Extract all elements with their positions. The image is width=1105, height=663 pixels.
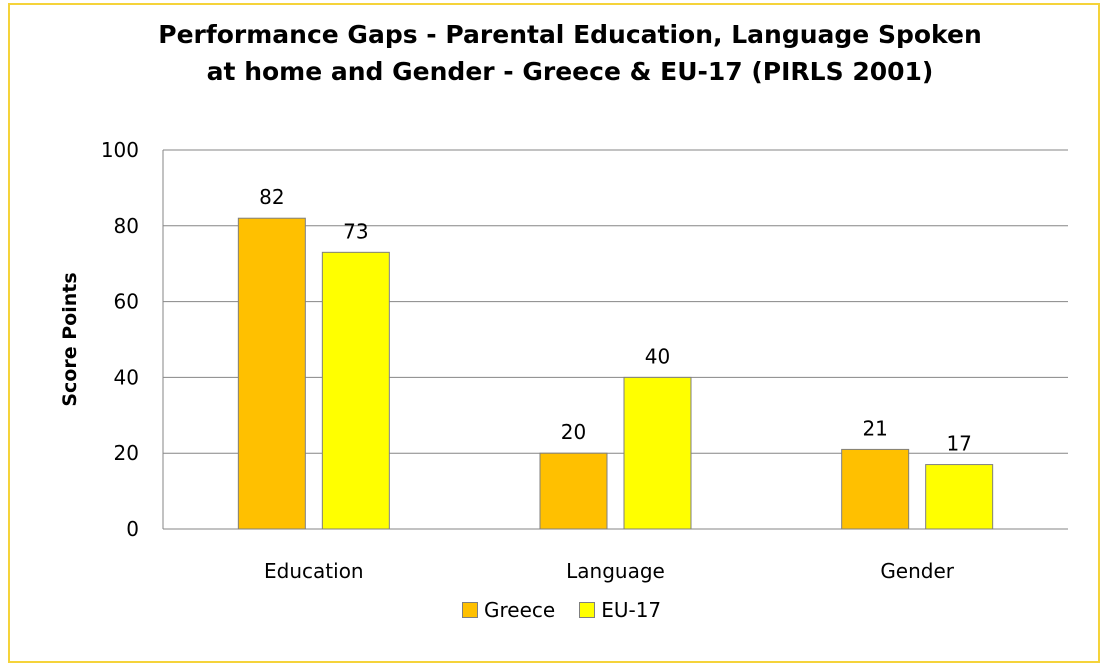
bar-greece-gender	[841, 448, 910, 530]
legend-label-eu17: EU-17	[601, 598, 662, 622]
x-tick-label: Gender	[880, 559, 954, 583]
chart-frame	[8, 3, 1100, 663]
y-tick-label: 80	[114, 214, 139, 238]
legend-swatch-eu17	[579, 602, 596, 618]
data-label: 21	[862, 416, 887, 440]
chart-legend: Greece EU-17	[462, 598, 685, 622]
y-tick-label: 20	[114, 441, 139, 465]
legend-item-eu17: EU-17	[579, 598, 661, 622]
data-label: 17	[946, 432, 971, 456]
y-axis-title: Score Points	[59, 272, 81, 406]
x-tick-label: Education	[264, 559, 364, 583]
data-label: 20	[561, 420, 586, 444]
legend-swatch-greece	[462, 602, 478, 618]
y-tick-label: 0	[126, 517, 139, 541]
chart-title: Performance Gaps - Parental Education, L…	[158, 20, 982, 86]
data-label: 82	[259, 185, 284, 209]
data-label: 40	[645, 344, 670, 368]
bar-eu-17-gender	[925, 464, 994, 530]
bar-greece-education	[237, 217, 306, 530]
bar-greece-language	[539, 452, 608, 530]
legend-item-greece: Greece	[462, 598, 555, 622]
y-tick-label: 40	[114, 365, 139, 389]
data-label: 73	[343, 219, 368, 243]
y-tick-label: 60	[114, 290, 139, 314]
legend-label-greece: Greece	[484, 598, 556, 622]
bar-eu-17-language	[623, 376, 692, 530]
y-tick-label: 100	[101, 138, 139, 162]
bar-eu-17-education	[321, 251, 390, 530]
x-tick-label: Language	[566, 559, 665, 583]
